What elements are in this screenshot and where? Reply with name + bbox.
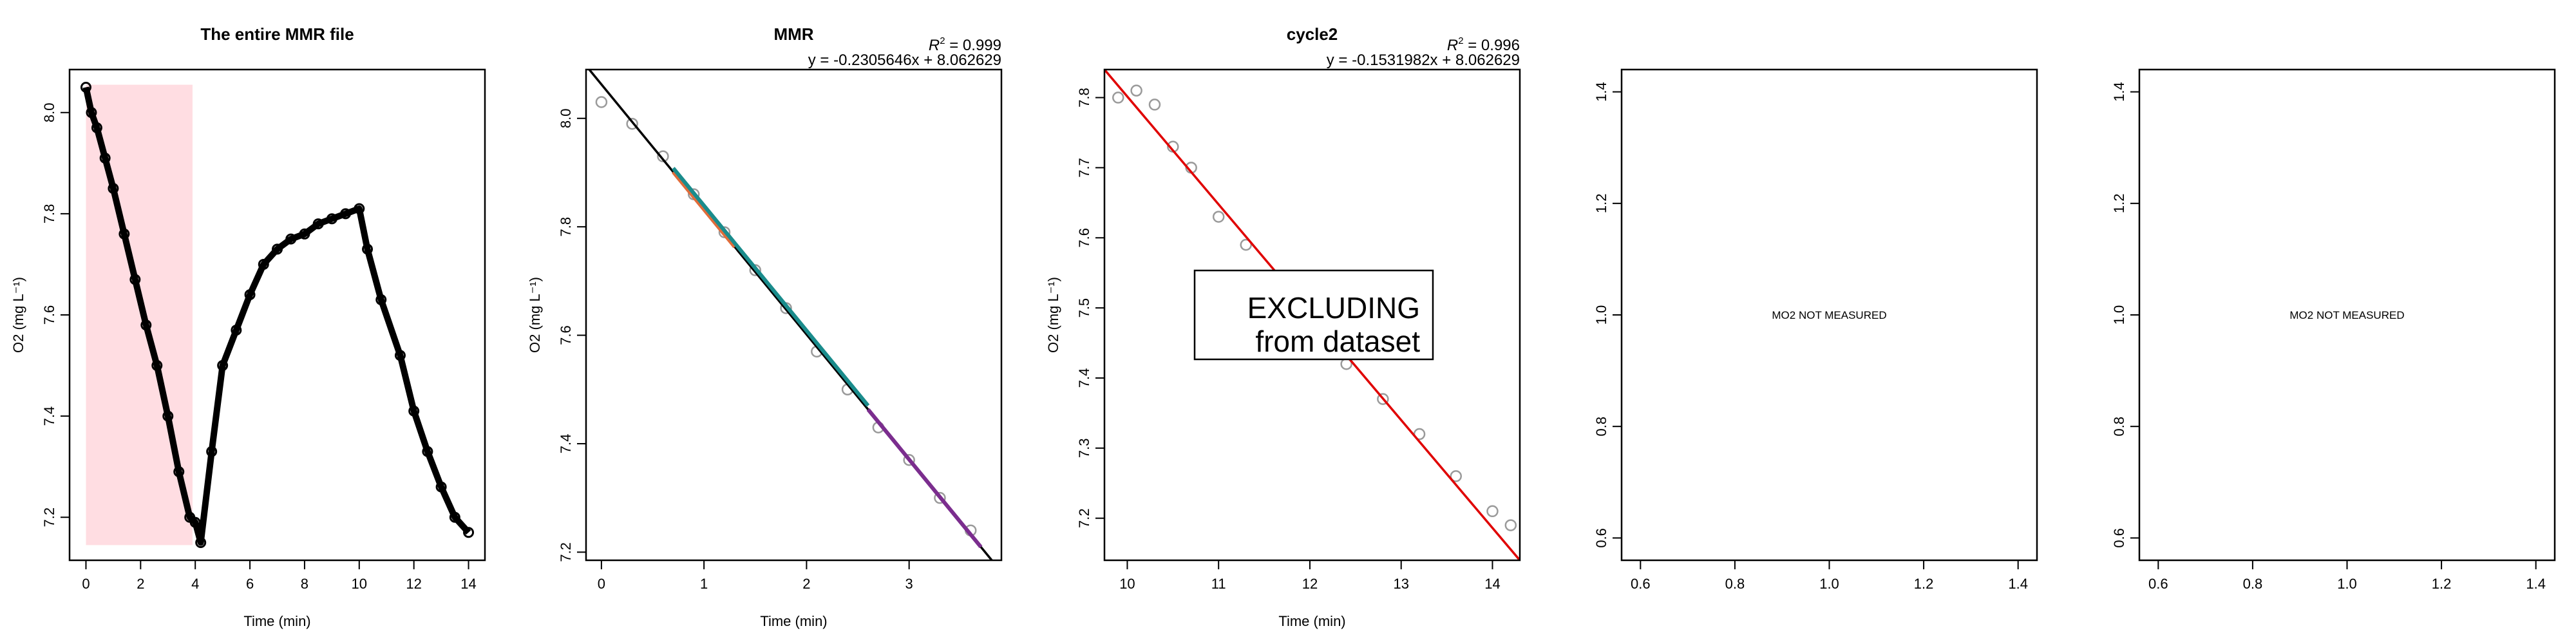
- not-measured-message: MO2 NOT MEASURED: [2289, 309, 2404, 321]
- data-point: [1112, 91, 1124, 104]
- x-tick-label: 14: [1484, 576, 1500, 592]
- x-tick-label: 1.4: [2526, 576, 2546, 592]
- x-axis-label: Time (min): [760, 613, 827, 629]
- data-point: [1377, 393, 1389, 405]
- excluded-annotation-line1: EXCLUDING: [1247, 291, 1420, 325]
- y-tick-label: 7.7: [1076, 158, 1092, 178]
- r-squared-label: R2 = 0.999: [929, 35, 1001, 54]
- chart-title: MMR: [773, 24, 813, 44]
- y-tick-label: 7.8: [558, 217, 574, 237]
- y-tick-label: 7.2: [41, 507, 57, 527]
- x-axis-label: Time (min): [243, 613, 310, 629]
- regression-equation: y = -0.1531982x + 8.062629: [1327, 52, 1520, 69]
- y-tick-label: 7.4: [558, 434, 574, 454]
- y-tick-label: 0.6: [2111, 528, 2127, 548]
- not-measured-message: MO2 NOT MEASURED: [1772, 309, 1886, 321]
- x-tick-label: 4: [191, 576, 199, 592]
- y-tick-label: 7.8: [41, 204, 57, 224]
- y-axis-label: O2 (mg L⁻¹): [1045, 277, 1061, 353]
- x-tick-label: 12: [406, 576, 421, 592]
- data-point: [934, 491, 946, 504]
- x-tick-label: 10: [352, 576, 367, 592]
- x-tick-label: 1.0: [1819, 576, 1839, 592]
- x-tick-label: 0.6: [2148, 576, 2168, 592]
- y-tick-label: 0.8: [1593, 417, 1609, 437]
- x-tick-label: 3: [905, 576, 913, 592]
- x-axis-label: Time (min): [1278, 613, 1345, 629]
- data-point: [1450, 470, 1463, 482]
- x-tick-label: 1.0: [2337, 576, 2357, 592]
- x-tick-label: 0: [598, 576, 605, 592]
- panel-1: 0 2 4 6 8 10 12 14 7.2 7.4 7.6 7.8 8.0 The entire MMR…: [10, 24, 486, 629]
- plot-frame: [585, 68, 1003, 562]
- x-tick-label: 13: [1393, 576, 1408, 592]
- o2-trace-line: [82, 86, 471, 546]
- panel-3: 10 11 12 13 14 7.2 7.3 7.4 7.5 7.6 7.7 7.8 cycle2 Tim…: [1045, 24, 1521, 629]
- data-point: [657, 150, 669, 162]
- data-point: [1486, 505, 1499, 518]
- data-point: [749, 264, 762, 276]
- r-squared-label: R2 = 0.996: [1447, 35, 1520, 54]
- x-tick-label: 0.6: [1631, 576, 1651, 592]
- x-tick-label: 6: [246, 576, 254, 592]
- data-point: [626, 117, 638, 130]
- x-tick-label: 12: [1302, 576, 1318, 592]
- chart-title: cycle2: [1287, 24, 1338, 44]
- y-tick-label: 1.0: [1593, 305, 1609, 325]
- y-tick-label: 0.6: [1593, 528, 1609, 548]
- rolling-slope-segment-3: [866, 408, 983, 549]
- chart-title: The entire MMR file: [200, 24, 354, 44]
- y-tick-label: 7.2: [1076, 508, 1092, 528]
- y-tick-label: 1.4: [2111, 82, 2127, 102]
- y-tick-label: 1.2: [2111, 194, 2127, 214]
- x-tick-label: 14: [460, 576, 476, 592]
- y-tick-label: 7.2: [558, 542, 574, 562]
- panel-2: 0 1 2 3 7.2 7.4 7.6 7.8 8.0 MMR Time (min) O2 (mg L…: [527, 24, 1003, 629]
- y-axis-label: O2 (mg L⁻¹): [527, 277, 543, 353]
- y-tick-label: 7.4: [1076, 368, 1092, 388]
- plot-frame: [1103, 68, 1521, 562]
- x-tick-label: 2: [137, 576, 144, 592]
- x-tick-label: 0.8: [1725, 576, 1745, 592]
- y-tick-label: 1.2: [1593, 194, 1609, 214]
- y-tick-label: 8.0: [41, 102, 57, 122]
- y-tick-label: 7.6: [558, 325, 574, 345]
- data-point: [1130, 84, 1142, 97]
- x-tick-label: 1.2: [2432, 576, 2452, 592]
- data-point: [1148, 99, 1161, 111]
- y-tick-label: 8.0: [558, 108, 574, 128]
- excluded-annotation-line2: from dataset: [1255, 325, 1420, 358]
- excluded-annotation-box: [1193, 269, 1434, 361]
- x-tick-label: 8: [301, 576, 308, 592]
- regression-equation: y = -0.2305646x + 8.062629: [808, 52, 1001, 69]
- x-tick-label: 1.4: [2008, 576, 2028, 592]
- data-point: [1240, 238, 1252, 251]
- rolling-slope-segment-2: [672, 167, 870, 407]
- y-tick-label: 1.4: [1593, 82, 1609, 102]
- x-tick-label: 0: [82, 576, 90, 592]
- y-tick-label: 7.8: [1076, 88, 1092, 108]
- x-tick-label: 11: [1211, 576, 1226, 592]
- y-axis-label: O2 (mg L⁻¹): [10, 277, 26, 353]
- x-tick-label: 0.8: [2243, 576, 2263, 592]
- x-tick-label: 2: [802, 576, 810, 592]
- x-tick-label: 10: [1119, 576, 1135, 592]
- y-tick-label: 7.3: [1076, 439, 1092, 459]
- y-tick-label: 0.8: [2111, 417, 2127, 437]
- data-point: [1504, 519, 1517, 531]
- data-point: [595, 96, 608, 108]
- data-point: [903, 453, 915, 466]
- y-tick-label: 1.0: [2111, 305, 2127, 325]
- data-point: [1212, 211, 1225, 223]
- y-tick-label: 7.6: [41, 305, 57, 325]
- panel-5: 0.6 0.8 1.0 1.2 1.4 0.6 0.8 1.0 1.2 1.4 MO2 NOT ME…: [2111, 68, 2556, 592]
- x-tick-label: 1: [700, 576, 708, 592]
- y-tick-label: 7.4: [41, 406, 57, 426]
- y-tick-label: 7.6: [1076, 228, 1092, 248]
- y-tick-label: 7.5: [1076, 298, 1092, 318]
- panel-4: 0.6 0.8 1.0 1.2 1.4 0.6 0.8 1.0 1.2 1.4 MO2 NOT ME…: [1593, 68, 2038, 592]
- rolling-slope-segment-1: [672, 171, 737, 249]
- x-tick-label: 1.2: [1914, 576, 1934, 592]
